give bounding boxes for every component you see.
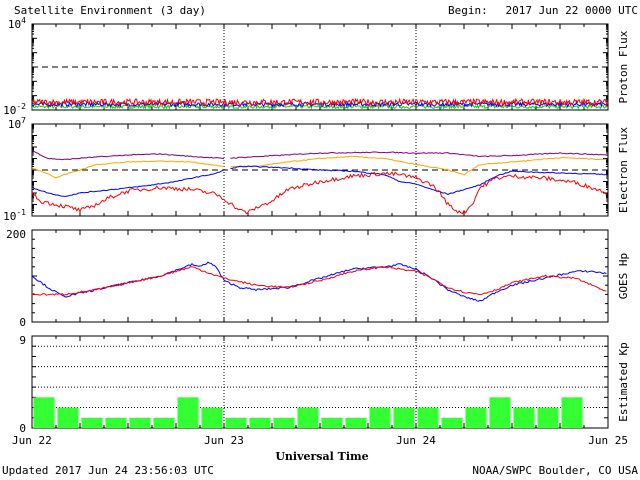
- y-axis-label: GOES Hp: [617, 253, 630, 299]
- kp-bar: [561, 397, 583, 428]
- kp-bar: [201, 407, 223, 428]
- kp-bar: [489, 397, 511, 428]
- panel-1: 104 10-2 Proton Flux: [3, 16, 630, 117]
- hp-series-red: [31, 266, 607, 296]
- kp-bar: [57, 407, 79, 428]
- electron-series-orange: [230, 155, 607, 176]
- electron-series-red: [31, 171, 607, 215]
- kp-bar: [273, 417, 295, 428]
- panel-frame: [31, 229, 609, 323]
- chart-title: Satellite Environment (3 day): [14, 4, 206, 17]
- kp-bar: [465, 407, 487, 428]
- begin-value: 2017 Jun 22 0000 UTC: [506, 4, 638, 17]
- y-axis-label: Proton Flux: [617, 30, 630, 103]
- x-tick-labels: Jun 22 Jun 23 Jun 24 Jun 25: [12, 434, 628, 447]
- kp-bar: [393, 407, 415, 428]
- panel-4: 9 0 Estimated Kp: [19, 334, 630, 435]
- kp-bar: [441, 417, 463, 428]
- electron-series-purple: [230, 151, 607, 159]
- kp-bar: [81, 417, 103, 428]
- electron-series-purple: [31, 150, 225, 161]
- kp-bar: [129, 417, 151, 428]
- y-tick-label-top: 9: [19, 334, 26, 347]
- hp-series-blue: [31, 261, 607, 302]
- x-tick-label-jun-23: Jun 23: [204, 434, 244, 447]
- y-tick-label-bottom: 0: [19, 316, 26, 329]
- kp-bar: [513, 407, 535, 428]
- y-tick-label-top: 104: [8, 16, 26, 31]
- y-tick-label-bottom: 0: [19, 422, 26, 435]
- electron-series-blue: [31, 169, 225, 198]
- electron-series-orange: [31, 160, 225, 179]
- x-tick-label-jun-25: Jun 25: [588, 434, 628, 447]
- kp-bar: [153, 417, 175, 428]
- kp-bar: [345, 417, 367, 428]
- begin-label: Begin:: [448, 4, 488, 17]
- x-tick-label-jun-24: Jun 24: [396, 434, 436, 447]
- kp-bar: [225, 417, 247, 428]
- y-tick-label-top: 200: [6, 228, 26, 241]
- kp-bar: [297, 407, 319, 428]
- y-tick-label-bottom: 10-2: [3, 102, 26, 117]
- kp-bar: [105, 417, 127, 428]
- kp-bar: [249, 417, 271, 428]
- proton-series-red: [31, 97, 609, 108]
- panel-3: 200 0 GOES Hp: [6, 228, 630, 329]
- kp-bar: [321, 417, 343, 428]
- y-axis-label: Estimated Kp: [617, 342, 630, 421]
- electron-series-blue: [230, 165, 607, 196]
- x-tick-label-jun-22: Jun 22: [12, 434, 52, 447]
- credit-text: NOAA/SWPC Boulder, CO USA: [472, 464, 638, 477]
- kp-bar: [369, 407, 391, 428]
- y-axis-label: Electron Flux: [617, 127, 630, 213]
- updated-timestamp: Updated 2017 Jun 24 23:56:03 UTC: [2, 464, 214, 477]
- y-tick-label-bottom: 10-1: [3, 208, 26, 223]
- kp-bar: [417, 407, 439, 428]
- kp-bar: [177, 397, 199, 428]
- x-axis-label: Universal Time: [275, 450, 368, 463]
- kp-bar: [33, 397, 55, 428]
- kp-bar: [537, 407, 559, 428]
- panel-frame: [31, 23, 609, 111]
- panel-2: 107 10-1 Electron Flux: [3, 116, 630, 223]
- y-tick-label-top: 107: [8, 116, 26, 131]
